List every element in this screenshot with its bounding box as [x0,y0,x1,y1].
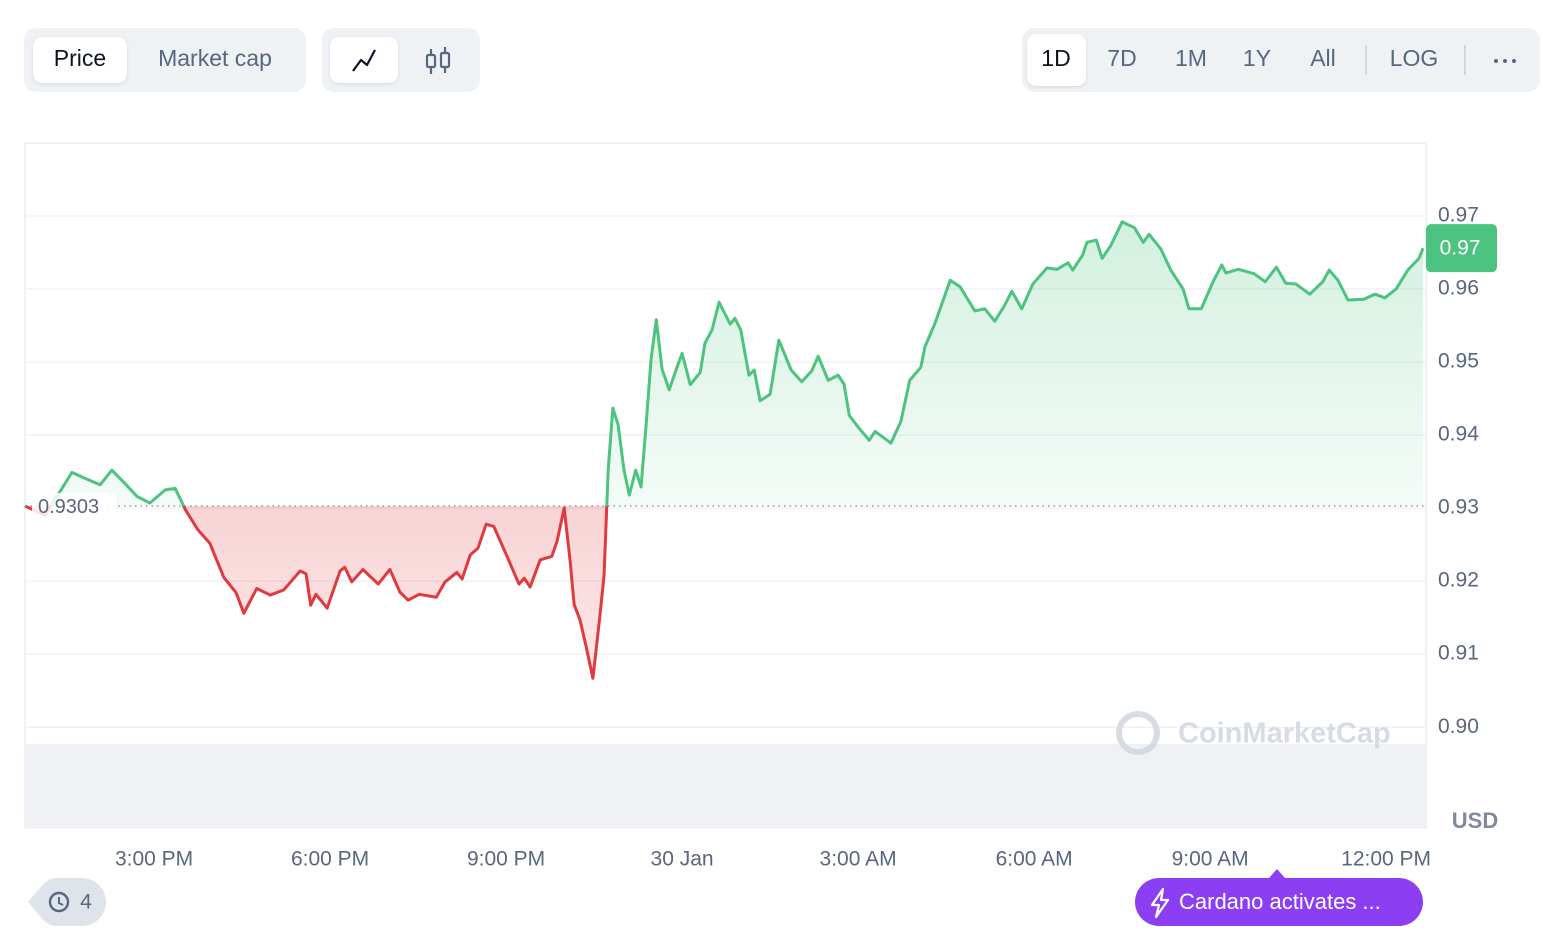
news-pill[interactable]: Cardano activates ... [1135,869,1423,926]
active-range[interactable] [1027,34,1086,86]
x-tick-label: 9:00 AM [1172,848,1249,871]
y-tick-label: 0.96 [1438,277,1479,300]
log-tab[interactable]: LOG [1390,45,1439,71]
watermark-text: CoinMarketCap [1178,718,1391,750]
more-button[interactable] [1494,59,1516,63]
range-tab[interactable]: 7D [1107,45,1136,71]
x-tick-label: 6:00 PM [291,848,369,871]
news-text: Cardano activates ... [1179,889,1381,914]
history-count: 4 [80,891,92,914]
baseline-label: 0.9303 [38,496,99,518]
active-tab[interactable] [33,37,127,83]
baseline-label-bg [32,492,116,519]
candle-icon[interactable] [425,47,451,74]
price-tag [1426,224,1497,273]
y-tick-label: 0.97 [1438,204,1479,227]
range-tab[interactable]: 1M [1175,45,1207,71]
watermark: CoinMarketCap [1116,711,1391,755]
tab[interactable]: Price [54,45,106,71]
plot: 0.9303 0.97 [24,220,1497,680]
range-toggle [1022,28,1540,92]
volume-band [25,744,1426,828]
y-tick-label: 0.94 [1438,423,1479,446]
line-icon [352,49,376,72]
y-tick-label: 0.93 [1438,496,1479,519]
range-tab[interactable]: All [1310,45,1336,71]
y-tick-label: 0.92 [1438,569,1479,592]
history-badge[interactable]: 4 [28,878,106,926]
range-tab[interactable]: 1Y [1243,45,1271,71]
x-tick-label: 30 Jan [651,848,714,871]
price-area [25,221,1424,679]
x-tick-label: 3:00 AM [820,848,897,871]
y-tick-label: 0.91 [1438,642,1479,665]
price-line [24,220,1425,680]
line-chart-button[interactable] [330,37,398,83]
x-tick-label: 9:00 PM [467,848,545,871]
range-tab[interactable]: 1D [1041,45,1070,71]
currency-label: USD [1452,808,1498,833]
y-tick-label: 0.95 [1438,350,1479,373]
x-tick-label: 3:00 PM [115,848,193,871]
tab[interactable]: Market cap [158,45,272,71]
y-tick-label: 0.90 [1438,715,1479,738]
x-tick-label: 12:00 PM [1341,848,1431,871]
price-tag-label: 0.97 [1440,237,1481,260]
x-tick-label: 6:00 AM [996,848,1073,871]
